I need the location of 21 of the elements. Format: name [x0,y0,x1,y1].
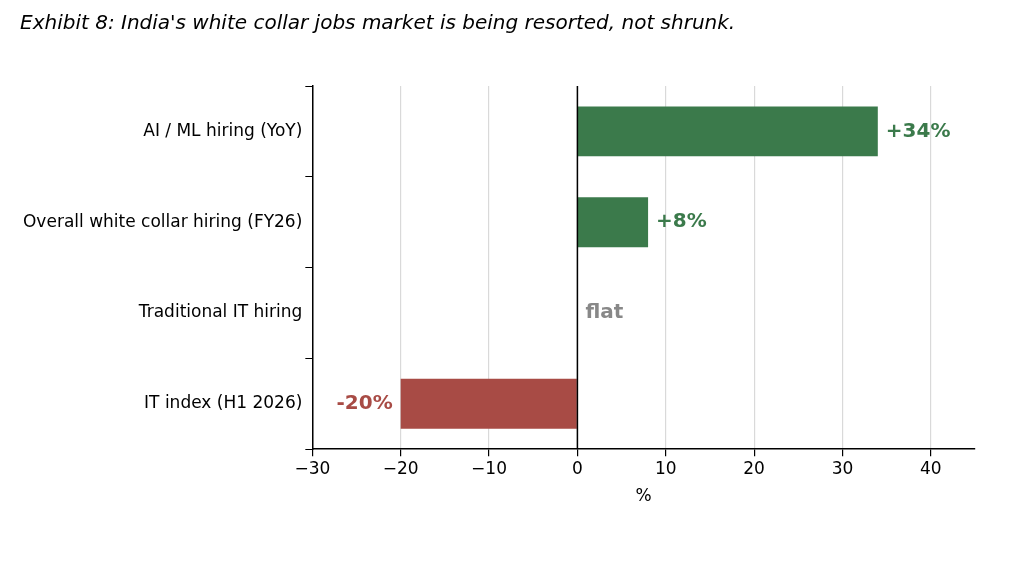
chart-title: Exhibit 8: India's white collar jobs market is being resorted, not shrunk. [20,10,736,35]
x-tick-label: −10 [471,457,507,478]
y-tick-label: AI / ML hiring (YoY) [143,119,303,140]
y-tick-label: Overall white collar hiring (FY26) [22,210,303,231]
x-tick-label: 30 [831,457,854,478]
x-tick-label: −30 [294,457,331,478]
data-label: -20% [336,390,393,414]
y-tick-label: Traditional IT hiring [137,301,303,322]
bar [400,378,577,429]
bar [578,197,649,248]
data-label: +8% [656,208,707,233]
x-tick-label: 0 [571,457,583,478]
data-label: +34% [885,117,951,142]
x-tick-label: 40 [920,457,942,478]
y-tick-label: IT index (H1 2026) [144,392,303,413]
x-axis-title: % [635,485,652,506]
x-tick-label: 10 [654,457,677,478]
data-label: flat [585,299,624,324]
bar [578,106,878,157]
x-tick-label: 20 [743,457,765,478]
x-tick-label: −20 [382,457,419,478]
